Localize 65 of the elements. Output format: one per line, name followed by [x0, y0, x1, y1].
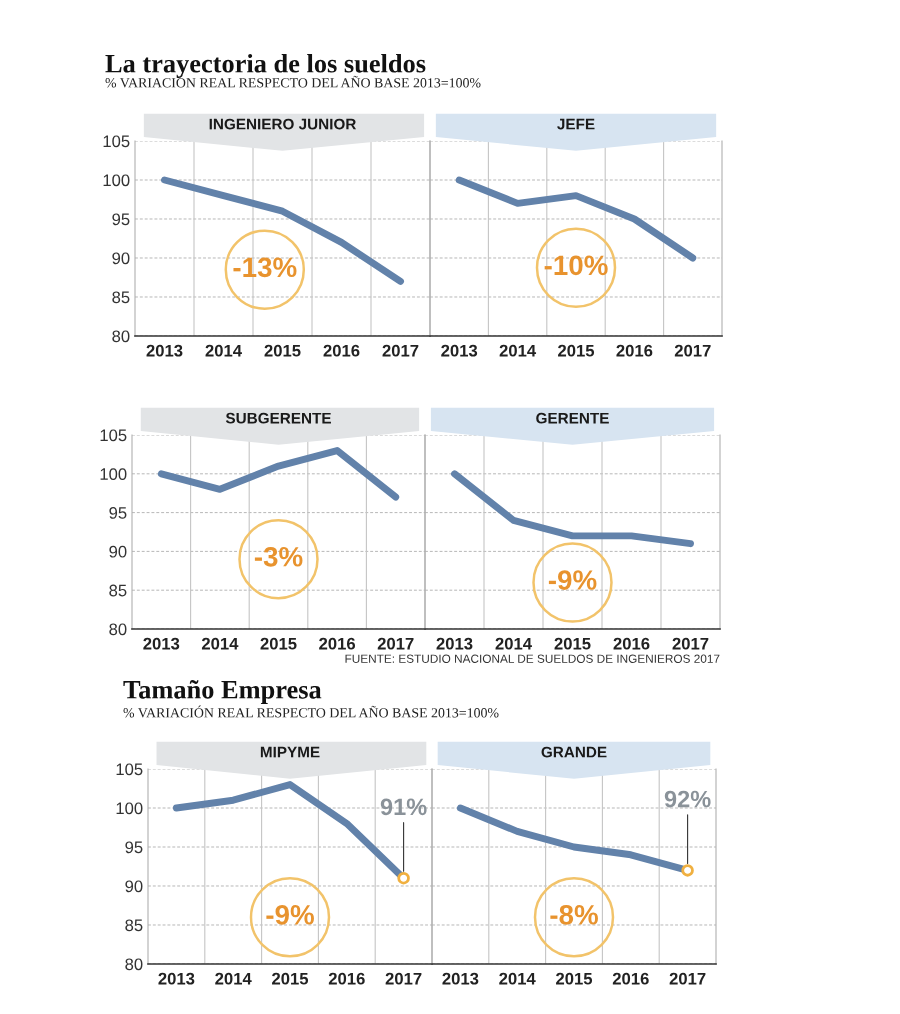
text: JEFE — [557, 118, 595, 130]
x-tick-label: 2016 — [319, 637, 356, 650]
y-tick-label: 90 — [112, 252, 130, 265]
x-tick-label: 2013 — [436, 637, 473, 650]
annotation: -13% — [233, 257, 297, 278]
source-note: FUENTE: ESTUDIO NACIONAL DE SUELDOS DE INGENIEROS 2017 — [345, 654, 720, 663]
x-tick-label: 2017 — [382, 344, 419, 357]
x-tick-label: 2014 — [205, 344, 242, 357]
data-label: 92% — [664, 790, 711, 808]
x-tick-label: 2016 — [328, 972, 365, 985]
y-tick-label: 100 — [103, 174, 130, 187]
x-tick-label: 2017 — [674, 344, 711, 357]
x-tick-label: 2016 — [612, 972, 649, 985]
annotation: -10% — [544, 255, 608, 276]
x-tick-label: 2015 — [554, 637, 591, 650]
x-tick-label: 2013 — [441, 344, 478, 357]
x-tick-label: 2013 — [158, 972, 195, 985]
x-tick-label: 2016 — [323, 344, 360, 357]
chart-subtitle: % VARIACIÓN REAL RESPECTO DEL AÑO BASE 2013=100% — [123, 705, 499, 718]
text: GERENTE — [536, 412, 609, 424]
y-tick-label: 95 — [112, 213, 130, 226]
y-tick-label: 95 — [125, 841, 143, 854]
text: GRANDE — [541, 746, 607, 758]
annotation: -8% — [550, 904, 598, 925]
x-tick-label: 2013 — [143, 637, 180, 650]
y-tick-label: 95 — [109, 507, 127, 519]
annotation: -9% — [548, 570, 597, 590]
x-tick-label: 2015 — [260, 637, 297, 650]
x-tick-label: 2014 — [201, 637, 239, 650]
x-tick-label: 2013 — [146, 344, 183, 357]
x-tick-label: 2014 — [495, 637, 532, 650]
text: MIPYME — [260, 746, 320, 758]
y-tick-label: 90 — [109, 545, 127, 558]
y-tick-label: 85 — [109, 584, 127, 597]
x-tick-label: 2016 — [616, 344, 653, 357]
text: INGENIERO JUNIOR — [209, 118, 357, 130]
y-tick-label: 80 — [125, 958, 143, 971]
x-tick-label: 2015 — [558, 344, 595, 357]
y-tick-label: 90 — [125, 880, 143, 893]
x-tick-label: 2015 — [264, 344, 301, 357]
y-tick-label: 105 — [116, 763, 143, 776]
annotation: -9% — [266, 904, 314, 925]
x-tick-label: 2014 — [499, 972, 536, 985]
x-tick-label: 2017 — [672, 637, 709, 650]
y-tick-label: 105 — [103, 135, 130, 148]
chart-title: Tamaño Empresa — [123, 680, 322, 704]
y-tick-label: 80 — [109, 623, 127, 636]
data-label: 91% — [380, 798, 427, 816]
y-tick-label: 80 — [112, 330, 130, 343]
x-tick-label: 2014 — [499, 344, 537, 357]
x-tick-label: 2017 — [385, 972, 422, 985]
x-tick-label: 2015 — [272, 972, 309, 985]
x-tick-label: 2017 — [669, 972, 706, 985]
y-tick-label: 105 — [100, 429, 127, 442]
x-tick-label: 2015 — [556, 972, 593, 985]
series-label: SUBGERENTE — [225, 412, 331, 424]
x-tick-label: 2016 — [613, 637, 650, 650]
x-tick-label: 2013 — [442, 972, 479, 985]
annotation: -3% — [254, 546, 303, 567]
y-tick-label: 85 — [112, 291, 130, 304]
x-tick-label: 2017 — [377, 637, 414, 650]
y-tick-label: 100 — [100, 468, 127, 480]
y-tick-label: 85 — [125, 919, 143, 932]
y-tick-label: 100 — [116, 802, 143, 815]
x-tick-label: 2014 — [215, 972, 252, 985]
